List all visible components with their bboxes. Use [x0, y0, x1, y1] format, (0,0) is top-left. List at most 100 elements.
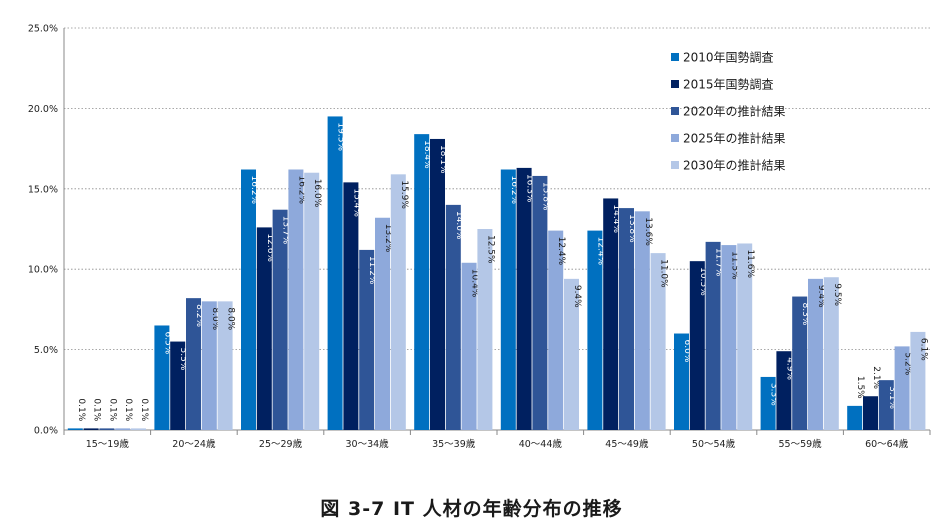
bar: [186, 298, 201, 430]
data-label: 15.4%: [351, 188, 361, 217]
x-category-label: 60～64歳: [865, 438, 909, 450]
bar: [477, 229, 493, 430]
x-category-label: 40～44歳: [519, 438, 563, 450]
data-label: 8.0%: [210, 307, 220, 330]
bar: [327, 116, 343, 430]
x-category-label: 45～49歳: [605, 438, 649, 450]
bar: [603, 198, 619, 430]
bar: [359, 249, 375, 430]
bar: [674, 333, 689, 430]
data-label: 11.7%: [714, 248, 724, 277]
data-label: 9.4%: [572, 285, 582, 308]
legend-label: 2020年の推計結果: [683, 104, 786, 119]
data-label: 16.2%: [296, 176, 306, 205]
x-category-label: 20～24歳: [172, 438, 216, 450]
data-label: 16.0%: [312, 179, 322, 208]
legend-swatch: [671, 161, 679, 169]
data-label: 9.5%: [832, 283, 842, 306]
bar: [792, 296, 808, 430]
bar: [910, 331, 926, 430]
legend-swatch: [671, 107, 679, 115]
data-label: 14.4%: [611, 204, 621, 233]
data-label: 6.1%: [918, 338, 928, 361]
data-label: 5.5%: [178, 348, 188, 371]
data-label: 15.9%: [399, 180, 409, 209]
data-label: 0.1%: [92, 398, 102, 421]
data-label: 8.3%: [800, 303, 810, 326]
bar: [217, 301, 233, 430]
x-category-label: 30～34歳: [346, 438, 390, 450]
data-label: 13.8%: [627, 214, 637, 243]
age-distribution-chart: 0.0% 5.0% 10.0% 15.0% 20.0% 25.0% 15～19歳 20～24歳…: [28, 24, 931, 450]
data-label: 8.2%: [194, 304, 204, 327]
data-label: 11.5%: [729, 251, 739, 280]
data-label: 6.5%: [162, 331, 172, 354]
data-label: 11.0%: [659, 259, 669, 288]
bar: [808, 278, 823, 430]
data-label: 0.1%: [123, 398, 133, 421]
data-label: 16.2%: [249, 176, 259, 205]
data-label: 14.0%: [454, 211, 464, 240]
data-label: 6.0%: [682, 340, 692, 363]
bar: [548, 230, 564, 430]
y-tick-label: 25.0%: [28, 24, 58, 35]
data-label: 15.8%: [540, 182, 550, 211]
x-category-label: 25～29歳: [259, 438, 303, 450]
bar: [430, 138, 445, 430]
data-label: 3.1%: [887, 386, 897, 409]
data-label: 9.4%: [816, 285, 826, 308]
legend-label: 2015年国勢調査: [683, 77, 774, 92]
bar: [445, 204, 461, 430]
y-tick-label: 20.0%: [28, 104, 58, 115]
data-label: 11.6%: [745, 249, 755, 278]
bar: [83, 428, 99, 430]
bar: [67, 428, 83, 430]
legend-label: 2025年の推計結果: [683, 131, 786, 146]
data-label: 19.5%: [336, 122, 346, 151]
bar: [634, 211, 650, 430]
data-label: 3.3%: [769, 383, 779, 406]
y-tick-label: 5.0%: [34, 345, 58, 356]
bar: [154, 325, 170, 430]
bar: [847, 405, 863, 430]
bar: [256, 227, 272, 430]
x-category-label: 55～59歳: [779, 438, 823, 450]
bar: [516, 167, 532, 430]
bar: [650, 253, 666, 430]
bar: [288, 169, 304, 430]
figure-caption: 図 3-7 IT 人材の年齢分布の推移: [320, 498, 623, 520]
bar: [241, 169, 256, 430]
x-category-label: 35～39歳: [432, 438, 476, 450]
bar: [689, 261, 705, 430]
bar: [343, 182, 359, 430]
y-tick-label: 15.0%: [28, 184, 58, 195]
data-label: 10.5%: [698, 267, 708, 296]
bar: [863, 396, 878, 430]
data-label: 18.1%: [438, 145, 448, 174]
data-label: 10.4%: [470, 269, 480, 298]
data-label: 13.7%: [281, 216, 291, 245]
data-label: 5.2%: [903, 352, 913, 375]
bar: [414, 134, 430, 431]
bar: [201, 301, 217, 430]
data-label: 13.6%: [643, 217, 653, 246]
data-label: 0.1%: [107, 398, 117, 421]
y-tick-label: 10.0%: [28, 265, 58, 276]
legend-label: 2010年国勢調査: [683, 50, 774, 65]
data-label: 2.1%: [871, 366, 881, 389]
data-label: 8.0%: [226, 307, 236, 330]
bar: [115, 428, 131, 430]
bar: [760, 376, 776, 430]
x-category-label: 50～54歳: [692, 438, 736, 450]
bar: [461, 262, 477, 430]
bar: [99, 428, 115, 430]
bar: [705, 241, 721, 430]
data-label: 12.6%: [265, 233, 275, 262]
bar: [878, 380, 894, 430]
data-label: 16.2%: [509, 176, 519, 205]
bar: [894, 346, 910, 430]
bar: [170, 341, 186, 430]
bar: [587, 230, 603, 430]
bar: [564, 278, 579, 430]
bar: [304, 172, 320, 430]
